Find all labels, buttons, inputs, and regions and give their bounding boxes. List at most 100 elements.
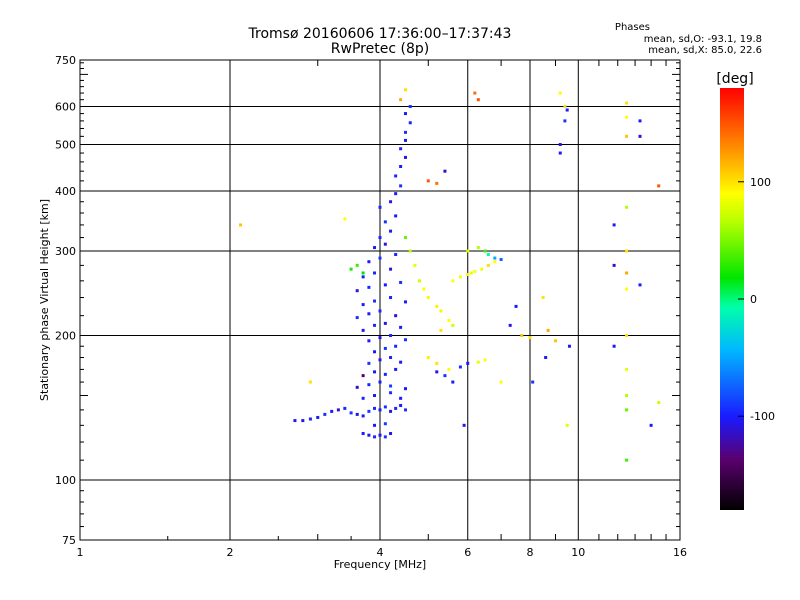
data-point xyxy=(383,321,387,325)
data-point xyxy=(451,380,455,384)
data-point xyxy=(612,223,616,227)
data-point xyxy=(499,380,503,384)
data-point xyxy=(323,412,327,416)
x-tick-label: 2 xyxy=(227,546,234,559)
data-point xyxy=(378,336,382,340)
data-point xyxy=(435,181,439,185)
data-points xyxy=(239,88,661,462)
data-point xyxy=(373,350,377,354)
data-point xyxy=(355,289,359,293)
colorbar-tick-label: 100 xyxy=(750,176,771,189)
data-point xyxy=(466,273,470,277)
data-point xyxy=(476,246,480,250)
data-point xyxy=(447,318,451,322)
data-point xyxy=(417,279,421,283)
colorbar-ticks: 100 0 -100 xyxy=(738,176,775,423)
data-point xyxy=(389,267,393,271)
data-point xyxy=(373,299,377,303)
grid-lines xyxy=(80,60,680,540)
data-point xyxy=(389,334,393,338)
data-point xyxy=(625,334,629,338)
data-point xyxy=(558,143,562,147)
x-tick-label: 8 xyxy=(527,546,534,559)
data-point xyxy=(565,423,569,427)
data-point xyxy=(625,249,629,253)
data-point xyxy=(483,358,487,362)
data-point xyxy=(383,435,387,439)
data-point xyxy=(394,367,398,371)
data-point xyxy=(383,372,387,376)
data-point xyxy=(361,374,365,378)
data-point xyxy=(389,355,393,359)
data-point xyxy=(403,155,407,159)
data-point xyxy=(394,253,398,257)
y-tick-label: 200 xyxy=(55,330,76,343)
data-point xyxy=(458,275,462,279)
data-point xyxy=(486,253,490,257)
y-axis-label: Stationary phase Virtual Height [km] xyxy=(38,199,51,401)
data-point xyxy=(413,263,417,267)
data-point xyxy=(239,223,243,227)
data-point xyxy=(301,419,305,423)
data-point xyxy=(389,200,393,204)
data-point xyxy=(373,271,377,275)
data-point xyxy=(394,214,398,218)
data-point xyxy=(373,370,377,374)
data-point xyxy=(361,303,365,307)
data-point xyxy=(563,119,567,123)
data-point xyxy=(394,406,398,410)
data-point xyxy=(435,304,439,308)
data-point xyxy=(403,338,407,342)
data-point xyxy=(355,412,359,416)
data-point xyxy=(541,296,545,300)
colorbar-tick-label: -100 xyxy=(750,410,775,423)
data-point xyxy=(486,263,490,267)
data-point xyxy=(373,423,377,427)
data-point xyxy=(399,396,403,400)
data-point xyxy=(480,267,484,271)
data-point xyxy=(443,169,447,173)
x-tick-label: 1 xyxy=(77,546,84,559)
data-point xyxy=(403,138,407,142)
data-point xyxy=(399,325,403,329)
data-point xyxy=(378,358,382,362)
data-point xyxy=(394,344,398,348)
data-point xyxy=(399,280,403,284)
data-point xyxy=(565,108,569,112)
data-point xyxy=(399,184,403,188)
data-point xyxy=(625,271,629,275)
data-point xyxy=(473,91,477,95)
data-point xyxy=(308,380,312,384)
data-point xyxy=(361,414,365,418)
data-point xyxy=(373,435,377,439)
data-point xyxy=(378,380,382,384)
data-point xyxy=(336,408,340,412)
data-point xyxy=(544,355,548,359)
data-point xyxy=(399,360,403,364)
data-point xyxy=(657,184,661,188)
data-point xyxy=(343,406,347,410)
data-point xyxy=(443,374,447,378)
data-point xyxy=(361,432,365,436)
data-point xyxy=(625,205,629,209)
data-point xyxy=(378,236,382,240)
data-point xyxy=(378,256,382,260)
data-point xyxy=(383,346,387,350)
data-point xyxy=(403,112,407,116)
data-point xyxy=(447,367,451,371)
data-point xyxy=(355,385,359,389)
data-point xyxy=(638,119,642,123)
data-point xyxy=(426,355,430,359)
chart-title: Tromsø 20160606 17:36:00–17:37:43 xyxy=(248,26,512,42)
data-point xyxy=(361,271,365,275)
data-point xyxy=(399,164,403,168)
data-point xyxy=(520,334,524,338)
data-point xyxy=(367,383,371,387)
data-point xyxy=(462,423,466,427)
data-point xyxy=(493,260,497,264)
data-point xyxy=(473,269,477,273)
data-point xyxy=(508,323,512,327)
data-point xyxy=(403,300,407,304)
data-point xyxy=(612,344,616,348)
data-point xyxy=(657,401,661,405)
